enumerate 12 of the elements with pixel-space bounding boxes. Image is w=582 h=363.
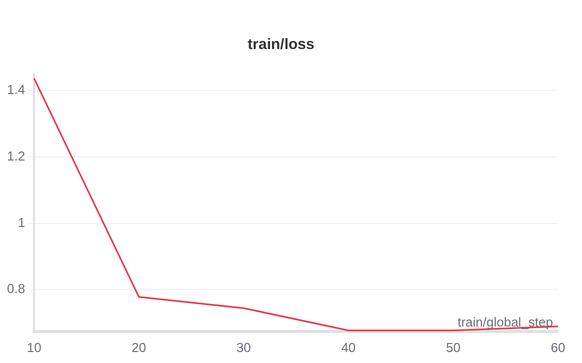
x-tick-label: 50 — [446, 340, 460, 355]
y-tick-label: 0.8 — [6, 281, 26, 296]
x-tick-label: 30 — [236, 340, 251, 355]
y-tick-label: 1.4 — [6, 82, 26, 98]
x-tick-label: 40 — [341, 340, 356, 355]
x-axis-title: train/global_step — [458, 314, 553, 330]
chart-title: train/loss — [248, 36, 314, 54]
y-tick-label: 1 — [18, 214, 26, 230]
x-tick-label: 20 — [132, 340, 146, 355]
x-tick-label: 60 — [550, 340, 566, 355]
y-tick-label: 1.2 — [6, 148, 26, 164]
x-tick-label: 10 — [26, 340, 42, 355]
